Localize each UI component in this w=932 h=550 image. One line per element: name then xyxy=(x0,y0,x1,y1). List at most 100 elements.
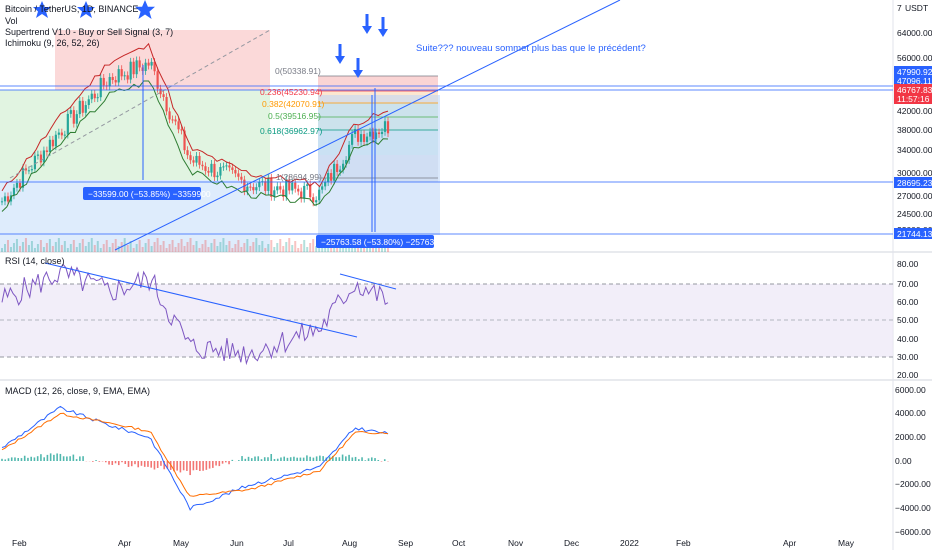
volume-bar xyxy=(39,240,42,252)
volume-bar xyxy=(108,247,111,252)
arrow-down-icon xyxy=(353,58,363,78)
macd-tick: 4000.00 xyxy=(895,408,926,418)
volume-bar xyxy=(105,240,108,252)
candle-body xyxy=(87,99,90,106)
price-tick: 27000.00 xyxy=(897,191,932,201)
volume-bar xyxy=(228,241,231,252)
candle-body xyxy=(309,184,312,198)
macd-histogram-bar xyxy=(79,456,81,461)
volume-bar xyxy=(174,247,177,252)
candle-body xyxy=(168,111,171,120)
volume-bar xyxy=(48,239,51,252)
volume-bar xyxy=(42,247,45,252)
macd-histogram-bar xyxy=(195,461,198,470)
time-axis[interactable]: Feb Apr May Jun Jul Aug Sep Oct Nov Dec 2022 Feb Apr… xyxy=(12,538,855,548)
volume-bar xyxy=(186,242,189,252)
macd-histogram-bar xyxy=(351,457,354,461)
volume-bar xyxy=(96,241,99,252)
macd-histogram-bar xyxy=(231,459,234,461)
ascending-trendline[interactable] xyxy=(114,0,621,251)
candle-body xyxy=(386,121,390,134)
macd-histogram-bar xyxy=(121,461,123,463)
arrow-down-icon xyxy=(335,44,345,64)
macd-histogram-bar xyxy=(322,456,324,461)
candle-body xyxy=(333,163,336,181)
macd-histogram-bar xyxy=(140,461,143,466)
volume-bar xyxy=(99,248,102,252)
time-tick: Feb xyxy=(676,538,691,548)
volume-bar xyxy=(162,241,165,252)
candle-body xyxy=(120,69,123,77)
star-icon xyxy=(33,1,51,18)
macd-histogram-bar xyxy=(117,461,120,466)
macd-histogram-bar xyxy=(221,461,224,464)
arrow-down-icon xyxy=(378,17,388,37)
price-tag xyxy=(894,228,932,239)
macd-histogram-bar xyxy=(228,461,230,465)
time-tick: Sep xyxy=(398,538,413,548)
price-axis[interactable]: 64000.0056000.0048000.0042000.0038000.00… xyxy=(897,28,932,235)
annotation-text: Suite??? nouveau sommet plus bas que le … xyxy=(416,43,646,54)
volume-bar xyxy=(1,248,3,252)
macd-histogram-bar xyxy=(225,461,227,463)
price-tag-text: 47096.11 xyxy=(897,76,932,86)
supertrend-label: Supertrend V1.0 - Buy or Sell Signal (3,… xyxy=(5,27,173,37)
volume-bar xyxy=(135,244,138,252)
macd-histogram-bar xyxy=(319,455,321,461)
volume-bar xyxy=(207,247,210,252)
fib-label: 1(28694.99) xyxy=(276,172,322,182)
candle-body xyxy=(147,62,150,66)
macd-histogram-bar xyxy=(23,455,26,461)
macd-histogram-bar xyxy=(348,454,350,461)
rsi-axis[interactable]: 80.00 70.00 60.00 50.00 40.00 30.00 20.00 xyxy=(897,259,919,380)
candle-body xyxy=(192,160,195,163)
volume-bar xyxy=(264,248,267,252)
price-tag-text: 47990.92 xyxy=(897,67,932,77)
candle-body xyxy=(81,100,84,113)
candle-body xyxy=(300,191,303,199)
macd-histogram-bar xyxy=(36,456,39,461)
candle-body xyxy=(108,77,111,87)
rsi-trendline-top[interactable] xyxy=(339,273,397,290)
measure-zone-right xyxy=(318,95,440,235)
macd-histogram-bar xyxy=(276,458,279,461)
volume-bar xyxy=(81,239,84,252)
macd-histogram-bar xyxy=(286,457,289,461)
macd-histogram-bar xyxy=(72,454,75,461)
candle-body xyxy=(255,187,258,191)
candle-body xyxy=(60,132,63,136)
macd-histogram-bar xyxy=(43,457,45,461)
rsi-line xyxy=(1,263,389,366)
macd-histogram-bar xyxy=(254,456,256,461)
macd-histogram-bar xyxy=(30,456,32,461)
candle-body xyxy=(228,165,231,168)
rsi-layer xyxy=(1,263,389,366)
macd-histogram-bar xyxy=(241,456,243,461)
candle-body xyxy=(12,187,16,196)
time-tick: Aug xyxy=(342,538,357,548)
volume-bar xyxy=(3,244,6,252)
rsi-trendline-down[interactable] xyxy=(44,262,358,338)
price-tick: 34000.00 xyxy=(897,145,932,155)
volume-bar xyxy=(168,244,171,252)
time-tick: Jun xyxy=(230,538,244,548)
fib-label: 0.618(36962.97) xyxy=(260,126,323,136)
rsi-tick: 20.00 xyxy=(897,370,919,380)
candle-body xyxy=(42,150,45,163)
candle-body xyxy=(150,61,153,66)
volume-bar xyxy=(285,242,288,252)
time-tick: Feb xyxy=(12,538,27,548)
macd-histogram-bar xyxy=(367,458,370,461)
macd-histogram-bar xyxy=(1,458,3,461)
volume-bar xyxy=(69,244,72,252)
macd-axis[interactable]: 6000.00 4000.00 2000.00 0.00 −2000.00 −4000.0… xyxy=(895,385,931,537)
candle-body xyxy=(371,131,375,140)
volume-bar xyxy=(300,244,303,252)
candle-body xyxy=(51,139,54,147)
candle-body xyxy=(180,129,183,131)
candle-body xyxy=(129,61,132,80)
macd-histogram-bar xyxy=(173,461,175,472)
macd-tick: −6000.00 xyxy=(895,527,931,537)
